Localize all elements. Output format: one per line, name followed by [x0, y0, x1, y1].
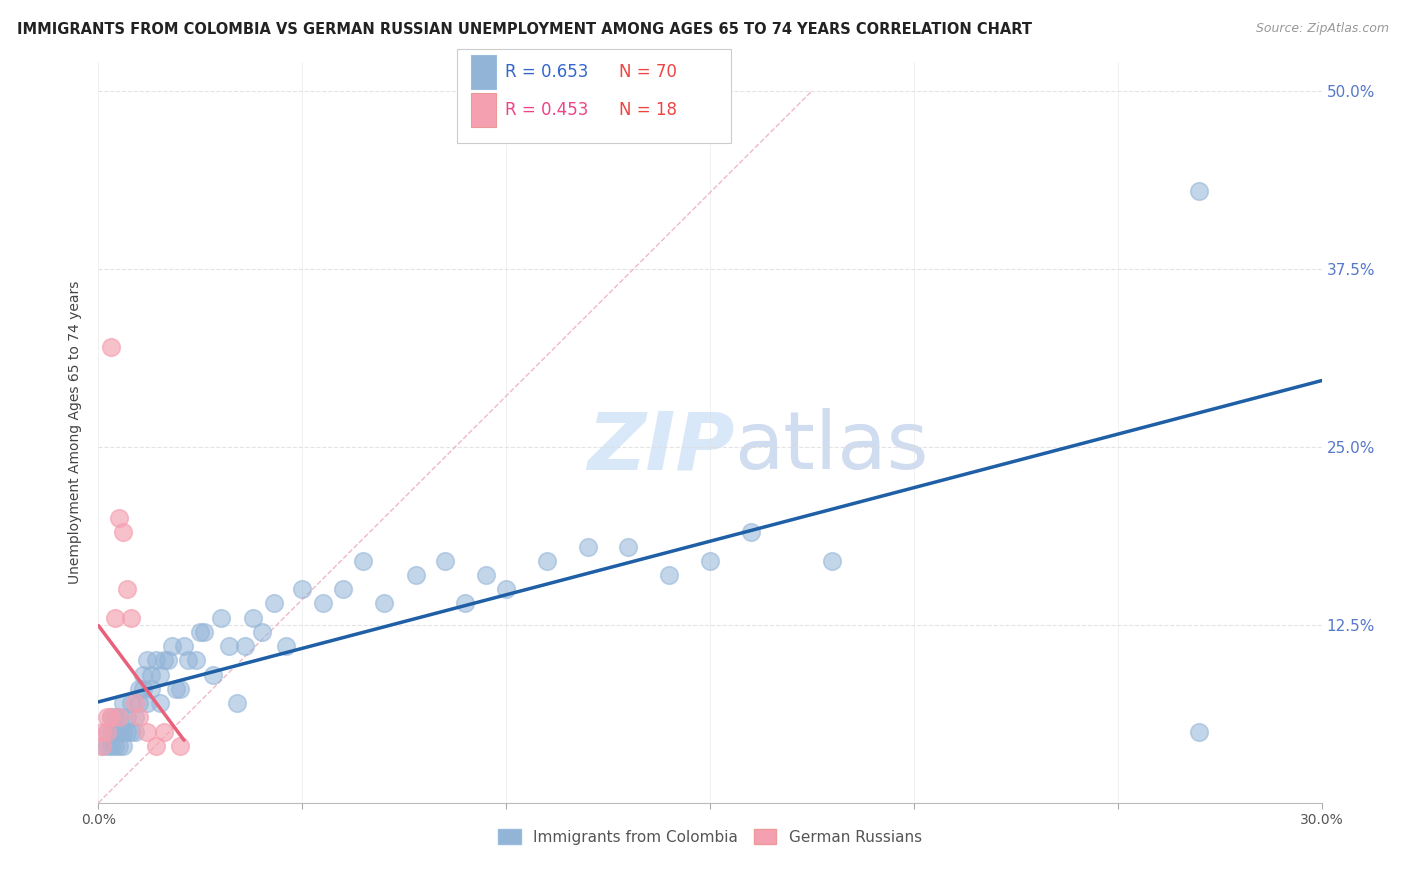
Point	[128, 696, 150, 710]
Point	[165, 681, 187, 696]
Point	[1188, 184, 1211, 198]
Point	[434, 554, 457, 568]
Point	[576, 540, 599, 554]
Point	[124, 710, 146, 724]
Point	[145, 739, 167, 753]
Point	[100, 340, 122, 354]
Point	[128, 681, 150, 696]
Point	[136, 696, 159, 710]
Text: atlas: atlas	[734, 409, 929, 486]
Point	[699, 554, 721, 568]
Point	[218, 639, 240, 653]
Point	[250, 624, 273, 639]
Point	[108, 710, 131, 724]
Point	[173, 639, 195, 653]
Text: N = 18: N = 18	[619, 101, 676, 119]
Point	[104, 739, 127, 753]
Text: ZIP: ZIP	[588, 409, 734, 486]
Point	[100, 724, 122, 739]
Point	[242, 610, 264, 624]
Point	[454, 597, 477, 611]
Point	[91, 739, 114, 753]
Text: R = 0.453: R = 0.453	[505, 101, 588, 119]
Point	[169, 739, 191, 753]
Point	[124, 724, 146, 739]
Point	[120, 610, 142, 624]
Point	[111, 696, 134, 710]
Point	[149, 696, 172, 710]
Point	[124, 696, 146, 710]
Point	[115, 582, 138, 597]
Point	[108, 739, 131, 753]
Point	[332, 582, 354, 597]
Point	[617, 540, 640, 554]
Point	[188, 624, 212, 639]
Point	[136, 653, 159, 667]
Text: N = 70: N = 70	[619, 63, 676, 81]
Point	[160, 639, 183, 653]
Point	[100, 739, 122, 753]
Point	[100, 710, 122, 724]
Point	[120, 724, 142, 739]
Point	[536, 554, 558, 568]
Point	[111, 525, 134, 540]
Point	[312, 597, 335, 611]
Point	[132, 667, 155, 681]
Point	[658, 568, 681, 582]
Legend: Immigrants from Colombia, German Russians: Immigrants from Colombia, German Russian…	[492, 822, 928, 851]
Point	[108, 710, 131, 724]
Point	[263, 597, 285, 611]
Point	[96, 710, 118, 724]
Point	[104, 710, 127, 724]
Point	[100, 710, 122, 724]
Point	[193, 624, 215, 639]
Point	[91, 724, 114, 739]
Point	[149, 667, 172, 681]
Point	[152, 653, 174, 667]
Point	[226, 696, 249, 710]
Text: IMMIGRANTS FROM COLOMBIA VS GERMAN RUSSIAN UNEMPLOYMENT AMONG AGES 65 TO 74 YEAR: IMMIGRANTS FROM COLOMBIA VS GERMAN RUSSI…	[17, 22, 1032, 37]
Point	[821, 554, 844, 568]
Point	[201, 667, 224, 681]
Point	[141, 667, 163, 681]
Point	[111, 739, 134, 753]
Point	[115, 724, 138, 739]
Point	[108, 724, 131, 739]
Point	[373, 597, 395, 611]
Point	[186, 653, 208, 667]
Point	[352, 554, 374, 568]
Point	[111, 724, 134, 739]
Point	[233, 639, 256, 653]
Point	[152, 724, 174, 739]
Point	[474, 568, 498, 582]
Point	[115, 710, 138, 724]
Y-axis label: Unemployment Among Ages 65 to 74 years: Unemployment Among Ages 65 to 74 years	[69, 281, 83, 584]
Text: Source: ZipAtlas.com: Source: ZipAtlas.com	[1256, 22, 1389, 36]
Point	[209, 610, 232, 624]
Point	[145, 653, 167, 667]
Point	[132, 681, 155, 696]
Point	[96, 724, 118, 739]
Point	[291, 582, 314, 597]
Point	[96, 739, 118, 753]
Point	[128, 710, 150, 724]
Point	[104, 610, 127, 624]
Point	[740, 525, 762, 540]
Point	[91, 739, 114, 753]
Point	[156, 653, 179, 667]
Point	[96, 724, 118, 739]
Point	[136, 724, 159, 739]
Point	[141, 681, 163, 696]
Point	[120, 696, 142, 710]
Point	[405, 568, 427, 582]
Point	[274, 639, 297, 653]
Point	[1188, 724, 1211, 739]
Point	[169, 681, 191, 696]
Text: R = 0.653: R = 0.653	[505, 63, 588, 81]
Point	[495, 582, 517, 597]
Point	[108, 511, 131, 525]
Point	[104, 724, 127, 739]
Point	[177, 653, 200, 667]
